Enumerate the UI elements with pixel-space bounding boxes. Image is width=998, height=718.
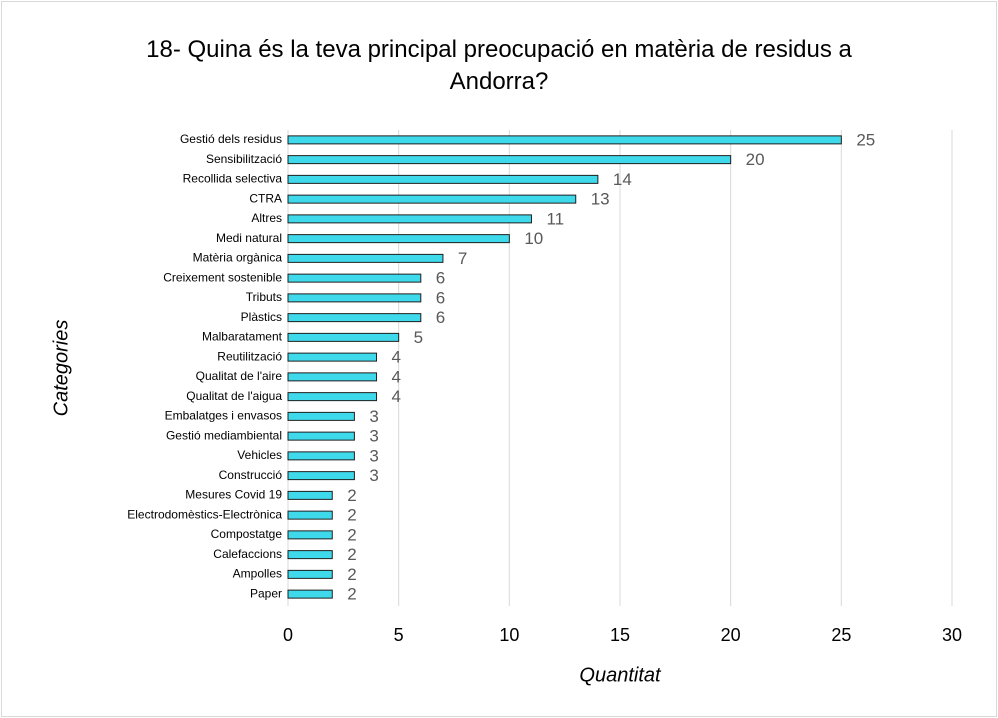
value-label: 4 — [392, 387, 401, 406]
value-label: 2 — [347, 486, 356, 505]
y-tick-label: Tributs — [246, 290, 282, 304]
value-label: 6 — [436, 308, 445, 327]
bar — [287, 194, 577, 204]
bar — [287, 273, 422, 283]
bar — [287, 135, 842, 145]
value-label: 3 — [369, 427, 378, 446]
value-label: 11 — [546, 209, 564, 228]
bar — [287, 569, 333, 579]
y-tick-label: Malbaratament — [202, 330, 283, 344]
value-label: 25 — [856, 130, 875, 149]
y-axis-label: Categories — [50, 320, 72, 417]
bar — [287, 431, 355, 441]
x-tick-label: 20 — [721, 625, 741, 645]
bar — [287, 293, 422, 303]
value-label: 3 — [369, 466, 378, 485]
y-tick-label: CTRA — [249, 191, 282, 205]
y-tick-label: Altres — [251, 211, 282, 225]
y-tick-label: Compostatge — [211, 527, 283, 541]
y-tick-label: Electrodomèstics-Electrònica — [127, 507, 282, 521]
y-tick-label: Embalatges i envasos — [165, 409, 282, 423]
y-tick-label: Gestió dels residus — [180, 132, 282, 146]
value-label: 2 — [347, 565, 356, 584]
bar — [287, 174, 599, 184]
value-label: 4 — [392, 367, 401, 386]
y-tick-label: Paper — [250, 586, 282, 600]
bar — [287, 234, 510, 244]
value-label: 3 — [369, 407, 378, 426]
y-tick-label: Calefaccions — [213, 547, 282, 561]
y-tick-label: Mesures Covid 19 — [185, 488, 282, 502]
bar — [287, 411, 355, 421]
value-label: 2 — [347, 585, 356, 604]
value-label: 5 — [414, 328, 423, 347]
y-tick-label: Creixement sostenible — [163, 270, 282, 284]
y-tick-label: Matèria orgànica — [193, 251, 283, 265]
x-tick-label: 25 — [831, 625, 851, 645]
y-tick-label: Construcció — [219, 468, 283, 482]
chart-title: 18- Quina és la teva principal preocupac… — [146, 36, 852, 95]
y-tick-label: Ampolles — [233, 567, 282, 581]
y-tick-label: Plàstics — [241, 310, 282, 324]
y-tick-label: Medi natural — [216, 231, 282, 245]
value-label: 2 — [347, 506, 356, 525]
bar — [287, 313, 422, 323]
bar — [287, 253, 444, 263]
value-label: 3 — [369, 446, 378, 465]
bar — [287, 490, 333, 500]
y-tick-label: Qualitat de l'aire — [196, 369, 283, 383]
y-tick-label: Recollida selectiva — [183, 172, 283, 186]
x-tick-label: 0 — [283, 625, 293, 645]
y-tick-label: Reutilització — [217, 349, 282, 363]
bar — [287, 372, 378, 382]
value-label: 6 — [436, 288, 445, 307]
x-tick-label: 10 — [499, 625, 519, 645]
y-tick-label: Gestió mediambiental — [166, 428, 282, 442]
value-label: 7 — [458, 249, 467, 268]
x-axis-label: Quantitat — [579, 664, 662, 686]
bar — [287, 451, 355, 461]
y-tick-label: Vehicles — [237, 448, 282, 462]
value-label: 2 — [347, 545, 356, 564]
y-tick-label: Sensibilització — [206, 152, 282, 166]
value-label: 2 — [347, 525, 356, 544]
y-tick-label: Qualitat de l'aigua — [186, 389, 282, 403]
x-tick-label: 5 — [394, 625, 404, 645]
value-label: 14 — [613, 170, 632, 189]
bar — [287, 214, 532, 224]
value-label: 4 — [392, 348, 401, 367]
bar — [287, 332, 400, 342]
bar — [287, 510, 333, 520]
value-label: 10 — [524, 229, 543, 248]
bar — [287, 352, 378, 362]
bar — [287, 550, 333, 560]
x-tick-label: 30 — [942, 625, 962, 645]
bar — [287, 471, 355, 481]
value-label: 13 — [591, 190, 610, 209]
value-label: 6 — [436, 269, 445, 288]
bar — [287, 155, 732, 165]
bar — [287, 392, 378, 402]
bar — [287, 530, 333, 540]
x-tick-label: 15 — [610, 625, 630, 645]
value-label: 20 — [746, 150, 765, 169]
bar — [287, 589, 333, 599]
